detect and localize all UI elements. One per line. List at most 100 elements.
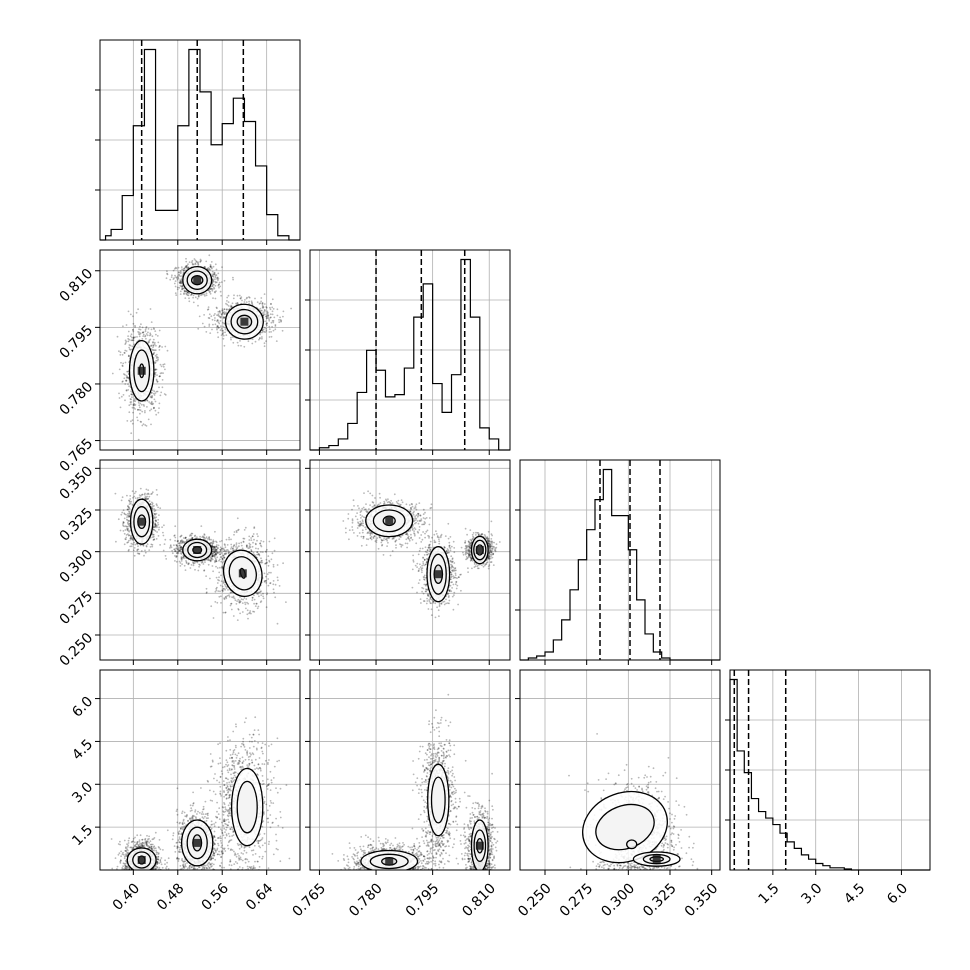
scatter-point bbox=[197, 261, 199, 263]
scatter-point bbox=[122, 380, 124, 383]
scatter-point bbox=[161, 379, 164, 381]
scatter-point bbox=[127, 355, 130, 357]
scatter-point bbox=[216, 544, 218, 546]
scatter-point bbox=[126, 370, 128, 373]
scatter-point bbox=[251, 338, 254, 341]
scatter-point bbox=[207, 308, 210, 311]
scatter-point bbox=[138, 335, 141, 338]
scatter-point bbox=[123, 517, 126, 520]
scatter-point bbox=[213, 319, 216, 322]
scatter-point bbox=[147, 497, 150, 500]
scatter-point bbox=[240, 344, 242, 347]
scatter-point bbox=[181, 541, 184, 544]
scatter-point bbox=[181, 287, 184, 290]
scatter-point bbox=[175, 276, 177, 278]
scatter-point bbox=[174, 560, 176, 562]
scatter-point bbox=[203, 569, 206, 572]
scatter-point bbox=[151, 536, 154, 539]
scatter-point bbox=[139, 402, 142, 405]
scatter-point bbox=[259, 307, 262, 310]
scatter-point bbox=[205, 294, 208, 297]
scatter-point bbox=[218, 551, 221, 554]
scatter-point bbox=[211, 278, 214, 281]
scatter-point bbox=[123, 351, 126, 354]
scatter-point bbox=[219, 311, 221, 314]
scatter-point bbox=[211, 285, 213, 288]
scatter-point bbox=[121, 496, 124, 499]
scatter-point bbox=[156, 390, 159, 393]
scatter-point bbox=[154, 513, 157, 516]
scatter-point bbox=[224, 331, 227, 334]
scatter-point bbox=[129, 335, 132, 338]
scatter-point bbox=[222, 331, 225, 334]
scatter-point bbox=[123, 377, 126, 380]
scatter-point bbox=[186, 539, 188, 541]
scatter-point bbox=[267, 315, 269, 318]
scatter-point bbox=[215, 560, 218, 563]
scatter-point bbox=[245, 297, 248, 300]
scatter-point bbox=[272, 321, 275, 324]
scatter-point bbox=[212, 545, 215, 548]
scatter-point bbox=[221, 567, 224, 569]
scatter-point bbox=[216, 276, 219, 279]
scatter-point bbox=[131, 345, 134, 348]
scatter-point bbox=[173, 544, 175, 547]
scatter-point bbox=[192, 301, 195, 304]
scatter-point bbox=[156, 531, 159, 533]
scatter-point bbox=[209, 290, 211, 293]
scatter-point bbox=[144, 549, 146, 552]
scatter-point bbox=[181, 285, 184, 287]
scatter-point bbox=[215, 548, 218, 551]
scatter-point bbox=[213, 287, 216, 290]
scatter-point bbox=[187, 266, 190, 269]
scatter-point bbox=[182, 272, 185, 274]
scatter-point bbox=[153, 538, 155, 541]
scatter-point bbox=[222, 312, 224, 314]
scatter-point bbox=[197, 327, 200, 330]
scatter-point bbox=[182, 556, 185, 558]
scatter-point bbox=[182, 287, 185, 290]
scatter-point bbox=[216, 319, 219, 322]
scatter-point bbox=[212, 555, 214, 558]
scatter-point bbox=[215, 587, 218, 590]
scatter-point bbox=[164, 555, 167, 557]
scatter-point bbox=[212, 275, 215, 278]
scatter-point bbox=[231, 596, 233, 599]
scatter-point bbox=[125, 374, 128, 377]
scatter-point bbox=[251, 596, 254, 599]
scatter-point bbox=[214, 550, 217, 553]
scatter-point bbox=[246, 296, 249, 299]
scatter-point bbox=[201, 322, 204, 325]
scatter-point bbox=[210, 557, 213, 560]
scatter-point bbox=[208, 325, 211, 327]
scatter-point bbox=[136, 416, 139, 419]
scatter-point bbox=[179, 550, 182, 552]
scatter-point bbox=[191, 532, 194, 535]
scatter-point bbox=[149, 546, 152, 548]
scatter-point bbox=[154, 373, 157, 376]
scatter-point bbox=[147, 489, 150, 491]
scatter-point bbox=[255, 547, 257, 550]
scatter-point bbox=[184, 266, 187, 269]
scatter-point bbox=[209, 265, 212, 268]
scatter-point bbox=[219, 290, 222, 293]
scatter-point bbox=[261, 337, 263, 340]
scatter-point bbox=[260, 309, 263, 312]
scatter-point bbox=[266, 593, 268, 596]
scatter-point bbox=[211, 558, 214, 561]
scatter-point bbox=[241, 299, 243, 302]
scatter-point bbox=[154, 400, 157, 403]
scatter-point bbox=[210, 555, 213, 558]
scatter-point bbox=[158, 386, 160, 389]
scatter-point bbox=[262, 306, 265, 309]
scatter-point bbox=[204, 561, 206, 563]
scatter-point bbox=[179, 282, 182, 285]
scatter-point bbox=[221, 332, 224, 335]
scatter-point bbox=[187, 562, 190, 565]
scatter-point bbox=[162, 549, 165, 552]
scatter-point bbox=[213, 546, 216, 549]
scatter-point bbox=[128, 513, 131, 515]
scatter-point bbox=[149, 409, 151, 412]
scatter-point bbox=[127, 548, 130, 551]
